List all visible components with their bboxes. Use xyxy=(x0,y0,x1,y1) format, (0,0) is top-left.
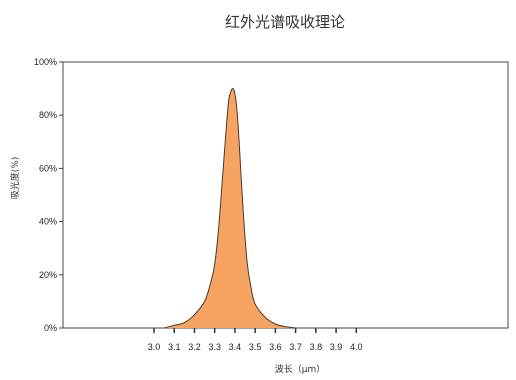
x-tick-label: 3.2 xyxy=(188,342,201,352)
x-tick-label: 3.9 xyxy=(330,342,343,352)
x-tick-label: 3.7 xyxy=(289,342,302,352)
y-tick-label: 80% xyxy=(39,110,57,120)
plot-frame xyxy=(62,61,509,329)
x-tick-label: 3.5 xyxy=(249,342,262,352)
y-tick-label: 60% xyxy=(39,163,57,173)
x-tick-label: 3.4 xyxy=(229,342,242,352)
absorption-curve xyxy=(164,88,296,329)
x-tick-label: 3.8 xyxy=(310,342,323,352)
y-axis-ticks: 0% 20% 40% 60% 80% 100% xyxy=(34,57,63,333)
x-tick-label: 4.0 xyxy=(350,342,363,352)
x-axis-label: 波长（μm） xyxy=(275,363,326,375)
x-tick-label: 3.1 xyxy=(168,342,181,352)
absorption-area xyxy=(164,88,296,328)
x-axis-ticks: 3.0 3.1 3.2 3.3 3.4 3.5 3.6 3.7 3.8 3.9 4.0 xyxy=(148,328,363,352)
x-tick-label: 3.3 xyxy=(208,342,221,352)
y-tick-label: 0% xyxy=(44,323,57,333)
y-tick-label: 100% xyxy=(34,57,57,67)
y-tick-label: 20% xyxy=(39,270,57,280)
series-layer xyxy=(164,88,296,329)
x-tick-label: 3.6 xyxy=(269,342,282,352)
x-tick-label: 3.0 xyxy=(148,342,161,352)
chart-title: 红外光谱吸收理论 xyxy=(225,13,345,31)
y-tick-label: 40% xyxy=(39,217,57,227)
y-axis-label: 吸光度(%) xyxy=(9,157,21,200)
